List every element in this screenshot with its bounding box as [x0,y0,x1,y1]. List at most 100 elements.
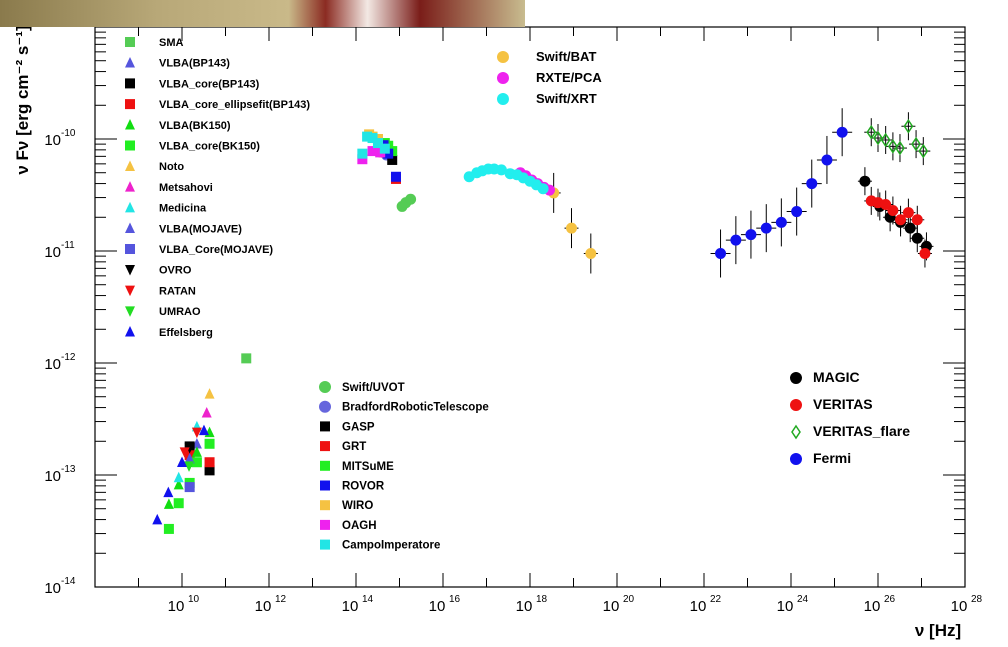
data-point [173,471,184,483]
legend-label: VLBA_Core(MOJAVE) [159,244,273,256]
legend-label: VLBA(BK150) [159,120,231,132]
data-point [390,171,401,182]
y-tick-label: 10 [44,132,61,149]
legend-label: VLBA_core(BK150) [159,141,260,153]
data-point [367,146,378,157]
legend-label: SMA [159,37,184,49]
legend-label: VLBA_core(BP143) [159,78,260,90]
data-point [204,438,215,449]
x-axis-title: ν [Hz] [915,621,961,640]
data-point [859,175,871,187]
y-tick-label: 10 [44,468,61,485]
data-point [919,247,931,259]
y-tick-label: 10 [44,356,61,373]
data-point [745,229,757,241]
data-point [241,353,252,364]
x-tick-exponent: 10 [188,594,200,605]
legend-label: Swift/XRT [536,91,597,106]
legend-marker [125,201,135,213]
data-point [163,523,174,534]
data-point [191,446,202,457]
data-point [903,118,914,134]
x-tick-label: 10 [429,598,446,615]
data-point [201,406,212,418]
legend-label: ROVOR [342,481,385,493]
x-tick-label: 10 [168,598,185,615]
legend-marker [320,539,330,550]
data-point [887,138,898,154]
legend-label: UMRAO [159,306,201,318]
x-tick-exponent: 28 [971,594,983,605]
x-tick-label: 10 [255,598,272,615]
data-point [715,247,727,259]
legend-marker [319,400,331,413]
legend-label: OVRO [159,265,192,277]
x-tick-label: 10 [864,598,881,615]
data-point [730,234,742,246]
legend-label: GRT [342,441,366,453]
data-point [204,457,215,468]
legend-label: Metsahovi [159,182,213,194]
data-point [911,136,921,152]
legend-label: Noto [159,161,184,173]
legend-marker [125,244,135,254]
y-tick-exponent: -12 [61,352,76,363]
data-point [918,143,929,159]
legend-marker [125,119,135,130]
legend-marker [125,326,135,337]
data-point [367,133,378,144]
legend-marker [125,37,135,47]
x-tick-exponent: 14 [362,594,374,605]
legend-marker [125,285,135,297]
legend-label: VLBA_core_ellipsefit(BP143) [159,99,310,111]
x-tick-label: 10 [516,598,533,615]
data-point [387,154,398,165]
x-tick-exponent: 20 [623,594,635,605]
legend-label: BradfordRoboticTelescope [342,402,489,414]
x-tick-exponent: 16 [449,594,461,605]
data-point [372,138,383,149]
data-point [895,140,905,156]
legend-marker [125,160,135,171]
data-point [177,456,187,467]
legend-label: VERITAS [813,396,873,412]
data-point [191,427,202,439]
data-point [204,388,215,399]
legend-marker [320,500,330,511]
legend-marker [320,421,330,432]
data-point [379,143,390,154]
data-point [163,498,174,509]
data-point [405,193,417,205]
legend-marker [125,78,135,89]
legend-marker [320,480,330,491]
y-tick-exponent: -14 [61,576,76,587]
data-point [184,443,195,454]
data-point [911,232,923,244]
data-point [566,222,578,234]
data-point [198,424,209,436]
data-point [173,478,184,490]
x-tick-exponent: 12 [275,594,287,605]
legend-marker [125,306,135,317]
legend-label: Fermi [813,450,851,466]
data-point [357,154,368,165]
data-point [184,461,195,472]
data-point [362,131,373,142]
legend-marker [125,140,135,151]
data-point [806,178,818,190]
data-point [873,130,883,146]
legend-label: VERITAS_flare [813,423,910,439]
data-point [204,465,215,476]
legend-label: Effelsberg [159,327,213,339]
x-tick-exponent: 22 [710,594,722,605]
data-point [173,498,184,509]
legend-marker [125,222,135,234]
legend-marker [790,453,802,465]
x-tick-exponent: 24 [797,594,809,605]
legend-marker [125,56,135,68]
legend-label: RXTE/PCA [536,70,602,85]
data-point [791,206,803,218]
data-point [495,164,507,176]
data-point [184,482,195,493]
